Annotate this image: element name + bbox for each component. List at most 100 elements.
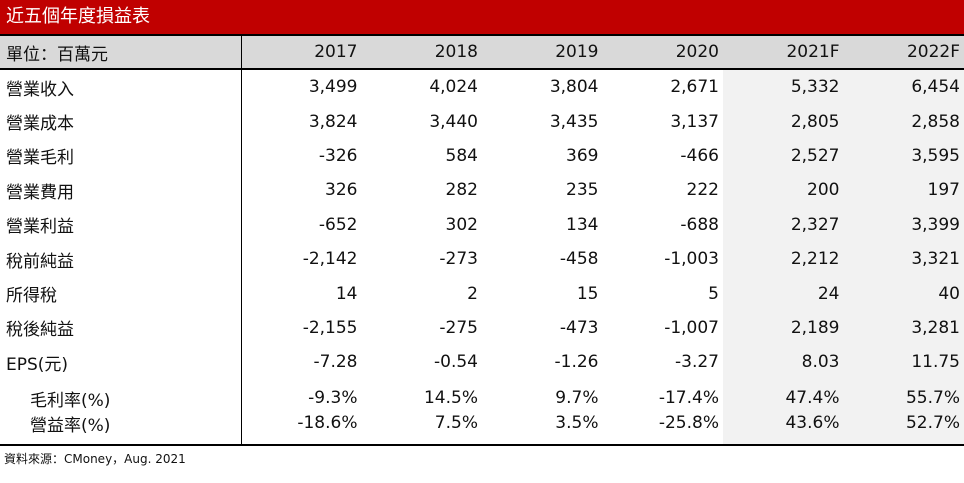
- table-cell: 3,137: [670, 111, 719, 132]
- unit-label: 單位：百萬元: [0, 34, 242, 70]
- table-row: 所得稅 14 2 15 5 24 40: [0, 276, 964, 311]
- table-cell: 200: [723, 173, 844, 208]
- table-row: 營業收入 3,499 4,024 3,804 2,671 5,332 6,454: [0, 69, 964, 105]
- table-cell: 3,435: [549, 111, 599, 132]
- row-label: 營業收入: [0, 69, 242, 105]
- table-cell: -326: [318, 145, 358, 166]
- table-row: EPS(元) -7.28 -0.54 -1.26 -3.27 8.03 11.75: [0, 345, 964, 380]
- table-cell: 52.7%: [843, 410, 964, 446]
- table-cell: 40: [843, 276, 964, 311]
- table-cell: 3,321: [843, 241, 964, 277]
- table-cell: 3,499: [308, 77, 358, 98]
- table-cell: 14.5%: [423, 388, 478, 409]
- table-cell: 8.03: [723, 345, 844, 380]
- row-label: 營業利益: [0, 207, 242, 242]
- table-cell: 3,804: [549, 77, 599, 98]
- table-cell: 197: [843, 173, 964, 208]
- table-cell: 2: [467, 283, 478, 304]
- table-cell: 282: [445, 180, 478, 201]
- row-label: 營業費用: [0, 173, 242, 208]
- table-cell: 134: [566, 214, 599, 235]
- table-cell: 15: [576, 283, 599, 304]
- year-header: 2020: [602, 34, 723, 70]
- header-row: 單位：百萬元 2017 2018 2019 2020 2021F 2022F: [0, 34, 964, 70]
- table-cell: 24: [723, 276, 844, 311]
- table-cell: -466: [680, 145, 719, 166]
- table-cell: 584: [445, 145, 478, 166]
- table-cell: 2,858: [843, 104, 964, 139]
- row-label: 稅前純益: [0, 241, 242, 277]
- row-label: 營業毛利: [0, 138, 242, 174]
- income-statement-table: 單位：百萬元 2017 2018 2019 2020 2021F 2022F 營…: [0, 34, 964, 446]
- table-cell: 2,527: [723, 138, 844, 174]
- table-cell: -0.54: [434, 352, 478, 373]
- table-cell: 47.4%: [723, 379, 844, 411]
- table-cell: 7.5%: [361, 410, 482, 446]
- table-cell: 3.5%: [482, 410, 603, 446]
- table-cell: -3.27: [675, 352, 719, 373]
- table-cell: 369: [566, 145, 599, 166]
- table-cell: 235: [566, 180, 599, 201]
- table-title: 近五個年度損益表: [0, 0, 964, 34]
- table-cell: 5: [708, 283, 719, 304]
- year-header: 2022F: [843, 34, 964, 70]
- table-row: 營益率(%) -18.6% 7.5% 3.5% -25.8% 43.6% 52.7%: [0, 410, 964, 446]
- table-row: 營業費用 326 282 235 222 200 197: [0, 173, 964, 208]
- table-cell: -473: [559, 317, 599, 338]
- table-cell: -688: [680, 214, 719, 235]
- table-cell: -1.26: [554, 352, 599, 373]
- table-row: 毛利率(%) -9.3% 14.5% 9.7% -17.4% 47.4% 55.7%: [0, 379, 964, 411]
- table-cell: 9.7%: [555, 388, 599, 409]
- table-cell: 3,399: [843, 207, 964, 242]
- table-cell: -2,155: [302, 317, 358, 338]
- table-cell: -458: [559, 249, 599, 270]
- table-cell: -1,003: [664, 249, 719, 270]
- table-cell: 2,327: [723, 207, 844, 242]
- row-label: EPS(元): [0, 345, 242, 380]
- source-note: 資料來源：CMoney，Aug. 2021: [4, 452, 186, 466]
- table-cell: 3,595: [843, 138, 964, 174]
- table-cell: -25.8%: [602, 410, 723, 446]
- year-header: 2019: [482, 34, 603, 70]
- table-cell: 302: [445, 214, 478, 235]
- table-cell: 11.75: [843, 345, 964, 380]
- year-header: 2018: [361, 34, 482, 70]
- table-row: 營業利益 -652 302 134 -688 2,327 3,399: [0, 207, 964, 242]
- table-cell: 14: [335, 283, 358, 304]
- income-statement-table-wrap: 單位：百萬元 2017 2018 2019 2020 2021F 2022F 營…: [0, 34, 964, 447]
- table-cell: 43.6%: [723, 410, 844, 446]
- table-cell: 6,454: [843, 69, 964, 105]
- table-row: 稅後純益 -2,155 -275 -473 -1,007 2,189 3,281: [0, 310, 964, 346]
- table-cell: -652: [318, 214, 358, 235]
- table-cell: 4,024: [429, 77, 478, 98]
- table-cell: -17.4%: [658, 388, 719, 409]
- table-body: 營業收入 3,499 4,024 3,804 2,671 5,332 6,454 營業成本 3,…: [0, 69, 964, 446]
- row-label: 所得稅: [0, 276, 242, 311]
- row-label: 稅後純益: [0, 310, 242, 346]
- table-cell: -273: [439, 249, 478, 270]
- table-cell: 55.7%: [843, 379, 964, 411]
- table-cell: -275: [439, 317, 478, 338]
- table-row: 營業毛利 -326 584 369 -466 2,527 3,595: [0, 138, 964, 174]
- table-cell: -2,142: [302, 249, 358, 270]
- table-cell: 2,189: [723, 310, 844, 346]
- table-cell: -1,007: [664, 317, 719, 338]
- year-header: 2021F: [723, 34, 844, 70]
- table-row: 營業成本 3,824 3,440 3,435 3,137 2,805 2,858: [0, 104, 964, 139]
- year-header: 2017: [241, 34, 362, 70]
- table-row: 稅前純益 -2,142 -273 -458 -1,003 2,212 3,321: [0, 241, 964, 277]
- table-cell: 5,332: [723, 69, 844, 105]
- table-cell: 326: [325, 180, 358, 201]
- table-cell: 2,671: [670, 77, 719, 98]
- row-label: 營業成本: [0, 104, 242, 139]
- table-cell: 2,805: [723, 104, 844, 139]
- table-cell: 2,212: [723, 241, 844, 277]
- table-cell: 3,824: [308, 111, 358, 132]
- row-label: 營益率(%): [0, 410, 242, 446]
- table-cell: 3,281: [843, 310, 964, 346]
- table-cell: 222: [686, 180, 719, 201]
- row-label: 毛利率(%): [0, 379, 242, 411]
- table-cell: -9.3%: [308, 388, 358, 409]
- table-cell: -18.6%: [241, 410, 362, 446]
- table-cell: 3,440: [429, 111, 478, 132]
